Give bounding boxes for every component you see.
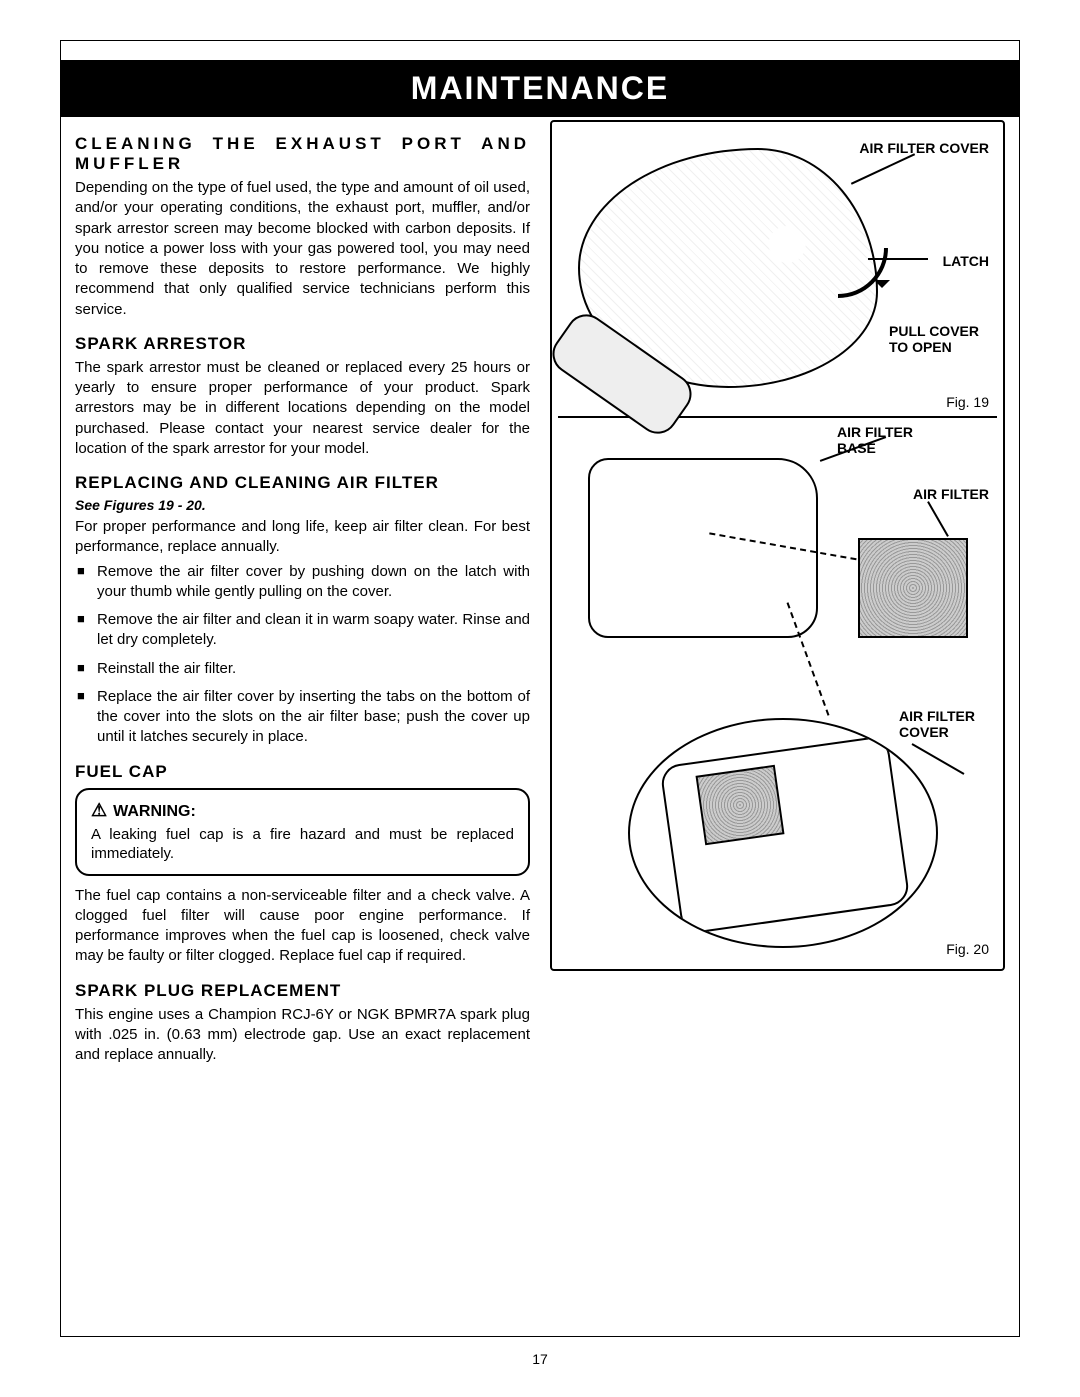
figure-number-19: Fig. 19 xyxy=(946,394,989,410)
label-air-filter-cover-bottom: AIR FILTER COVER xyxy=(899,708,989,740)
list-item: Remove the air filter cover by pushing d… xyxy=(75,562,530,603)
engine-diagram xyxy=(578,148,878,388)
list-item: Reinstall the air filter. xyxy=(75,659,530,679)
section-title-bar: MAINTENANCE xyxy=(60,60,1020,117)
warning-icon: ⚠ xyxy=(91,800,107,820)
body-fuel-cap: The fuel cap contains a non-serviceable … xyxy=(75,886,530,967)
title-text: MAINTENANCE xyxy=(411,70,669,106)
label-pull-cover: PULL COVER TO OPEN xyxy=(889,323,989,355)
warning-box: ⚠ WARNING: A leaking fuel cap is a fire h… xyxy=(75,788,530,876)
callout-line xyxy=(927,501,949,537)
figure-19: AIR FILTER COVER LATCH PULL COVER TO OPE… xyxy=(558,128,997,418)
label-latch: LATCH xyxy=(943,253,989,269)
body-spark-plug: This engine uses a Champion RCJ-6Y or NG… xyxy=(75,1005,530,1066)
see-figures: See Figures 19 - 20. xyxy=(75,497,530,513)
warning-text: A leaking fuel cap is a fire hazard and … xyxy=(91,825,514,864)
heading-fuel-cap: FUEL CAP xyxy=(75,762,530,782)
air-filter-steps: Remove the air filter cover by pushing d… xyxy=(75,562,530,748)
filter-foam-diagram xyxy=(858,538,968,638)
body-exhaust: Depending on the type of fuel used, the … xyxy=(75,178,530,320)
heading-exhaust: CLEANING THE EXHAUST PORT AND MUFFLER xyxy=(75,134,530,174)
heading-air-filter: REPLACING AND CLEANING AIR FILTER xyxy=(75,473,530,493)
body-spark-arrestor: The spark arrestor must be cleaned or re… xyxy=(75,358,530,459)
content-columns: CLEANING THE EXHAUST PORT AND MUFFLER De… xyxy=(75,120,1005,1069)
callout-line xyxy=(868,258,928,260)
left-column: CLEANING THE EXHAUST PORT AND MUFFLER De… xyxy=(75,120,530,1069)
filter-cover-diagram xyxy=(628,718,938,948)
warning-label: WARNING: xyxy=(113,803,196,820)
page-number: 17 xyxy=(0,1351,1080,1367)
callout-line xyxy=(851,153,915,184)
label-air-filter: AIR FILTER xyxy=(913,486,989,502)
figure-number-20: Fig. 20 xyxy=(946,941,989,957)
right-column: AIR FILTER COVER LATCH PULL COVER TO OPE… xyxy=(550,120,1005,1069)
heading-spark-plug: SPARK PLUG REPLACEMENT xyxy=(75,981,530,1001)
cover-inner xyxy=(659,735,910,935)
figure-20: AIR FILTER BASE AIR FILTER AIR FILTER CO… xyxy=(558,418,997,963)
list-item: Replace the air filter cover by insertin… xyxy=(75,687,530,748)
heading-spark-arrestor: SPARK ARRESTOR xyxy=(75,334,530,354)
cover-foam xyxy=(696,765,785,845)
figure-box: AIR FILTER COVER LATCH PULL COVER TO OPE… xyxy=(550,120,1005,971)
air-filter-intro: For proper performance and long life, ke… xyxy=(75,517,530,558)
filter-base-diagram xyxy=(588,458,818,638)
label-air-filter-cover: AIR FILTER COVER xyxy=(859,140,989,156)
list-item: Remove the air filter and clean it in wa… xyxy=(75,610,530,651)
callout-line xyxy=(912,743,965,775)
label-air-filter-base: AIR FILTER BASE xyxy=(837,424,937,456)
open-arrow-icon xyxy=(838,248,888,298)
warning-title: ⚠ WARNING: xyxy=(91,800,514,821)
